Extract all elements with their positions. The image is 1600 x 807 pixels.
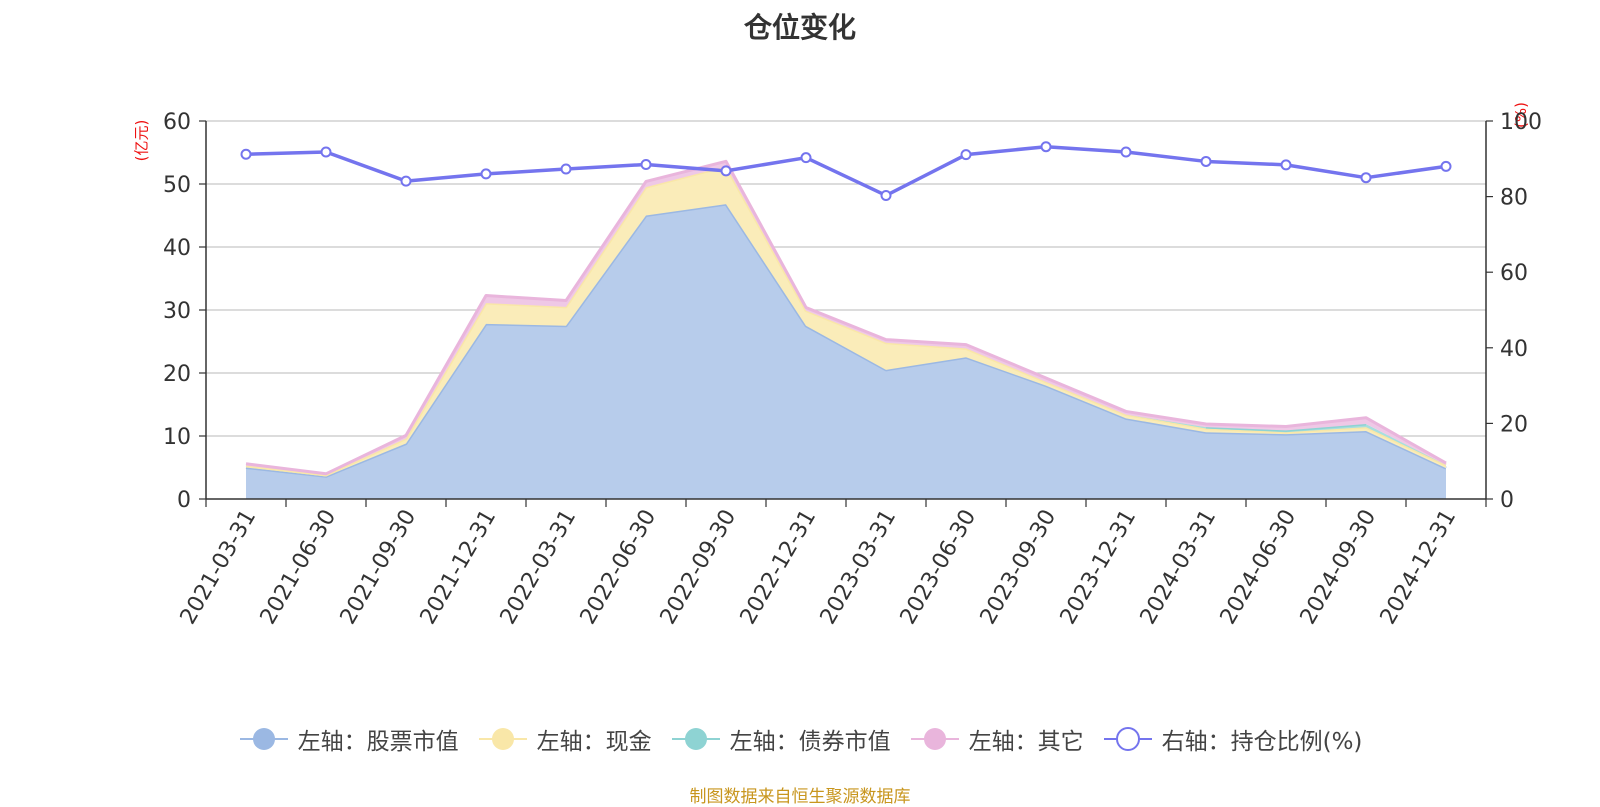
area-series-1 [246,166,1446,477]
legend-label: 左轴：其它 [968,729,1084,755]
position-ratio-point [400,175,412,187]
left-axis-tick-label: 60 [163,110,191,135]
x-axis-tick-label: 2022-12-31 [736,506,822,629]
x-axis-tick-label: 2022-09-30 [656,506,742,629]
position-ratio-point [1120,146,1132,158]
chart-title: 仓位变化 [743,11,856,44]
position-ratio-point [1360,172,1372,184]
position-ratio-point [960,149,972,161]
position-ratio-point [1040,141,1052,153]
x-axis-tick-label: 2024-06-30 [1216,506,1302,629]
position-ratio-point [640,158,652,170]
x-axis-tick-label: 2023-09-30 [976,506,1062,629]
left-axis-tick-label: 0 [177,488,191,513]
x-axis-tick-label: 2023-03-31 [816,506,902,629]
legend-item[interactable]: 左轴：债券市值 [670,722,891,756]
x-axis-tick-label: 2021-03-31 [176,506,262,629]
legend-item[interactable]: 左轴：其它 [909,722,1084,756]
right-axis-tick-label: 100 [1500,110,1542,135]
legend-label: 左轴：现金 [536,729,652,755]
legend-item[interactable]: 右轴：持仓比例(%) [1102,722,1363,756]
x-axis-tick-label: 2024-09-30 [1296,506,1382,629]
position-ratio-point [800,152,812,164]
x-axis-tick-label: 2022-06-30 [576,506,662,629]
position-ratio-point [720,165,732,177]
left-axis-tick-label: 50 [163,173,191,198]
position-ratio-point [320,146,332,158]
right-axis-tick-label: 0 [1500,488,1514,513]
position-ratio-line [245,144,1447,198]
x-axis-tick-label: 2024-03-31 [1136,506,1222,629]
left-axis-tick-label: 40 [163,236,191,261]
right-axis-tick-label: 20 [1500,412,1528,437]
legend-item[interactable]: 左轴：股票市值 [238,722,459,756]
x-axis-tick-label: 2021-06-30 [256,506,342,629]
position-ratio-point [480,168,492,180]
legend-marker-icon [910,728,959,750]
left-axis-tick-label: 20 [163,362,191,387]
area-series-line-3 [245,159,1447,476]
x-axis-tick-label: 2022-03-31 [496,506,582,629]
position-ratio-point [880,189,892,201]
position-ratio-point [1440,160,1452,172]
legend-label: 右轴：持仓比例(%) [1161,729,1363,755]
position-ratio-point [560,163,572,175]
position-ratio-point [240,148,252,160]
right-axis-tick-label: 80 [1500,186,1528,211]
legend-marker-icon [671,728,720,750]
legend-marker-icon [478,728,527,750]
position-ratio-point [1280,159,1292,171]
right-axis-tick-label: 60 [1500,261,1528,286]
x-axis-tick-label: 2023-12-31 [1056,506,1142,629]
legend-label: 左轴：债券市值 [729,729,891,755]
chart-legend: 左轴：股票市值 左轴：现金 左轴：债券市值 左轴：其它 右轴：持仓比例(%) [0,722,1600,756]
legend-item[interactable]: 左轴：现金 [477,722,652,756]
legend-label: 左轴：股票市值 [297,729,459,755]
legend-marker-icon [1103,727,1152,751]
right-axis-tick-label: 40 [1500,337,1528,362]
x-axis-tick-label: 2023-06-30 [896,506,982,629]
x-axis-tick-label: 2021-09-30 [336,506,422,629]
data-source-footer: 制图数据来自恒生聚源数据库 [689,787,911,807]
left-axis-tick-label: 10 [163,425,191,450]
left-axis-tick-label: 30 [163,299,191,324]
x-axis-tick-label: 2024-12-31 [1376,506,1462,629]
legend-marker-icon [239,728,288,750]
area-series-0 [246,204,1446,499]
x-axis-tick-label: 2021-12-31 [416,506,502,629]
position-ratio-point [1200,155,1212,167]
